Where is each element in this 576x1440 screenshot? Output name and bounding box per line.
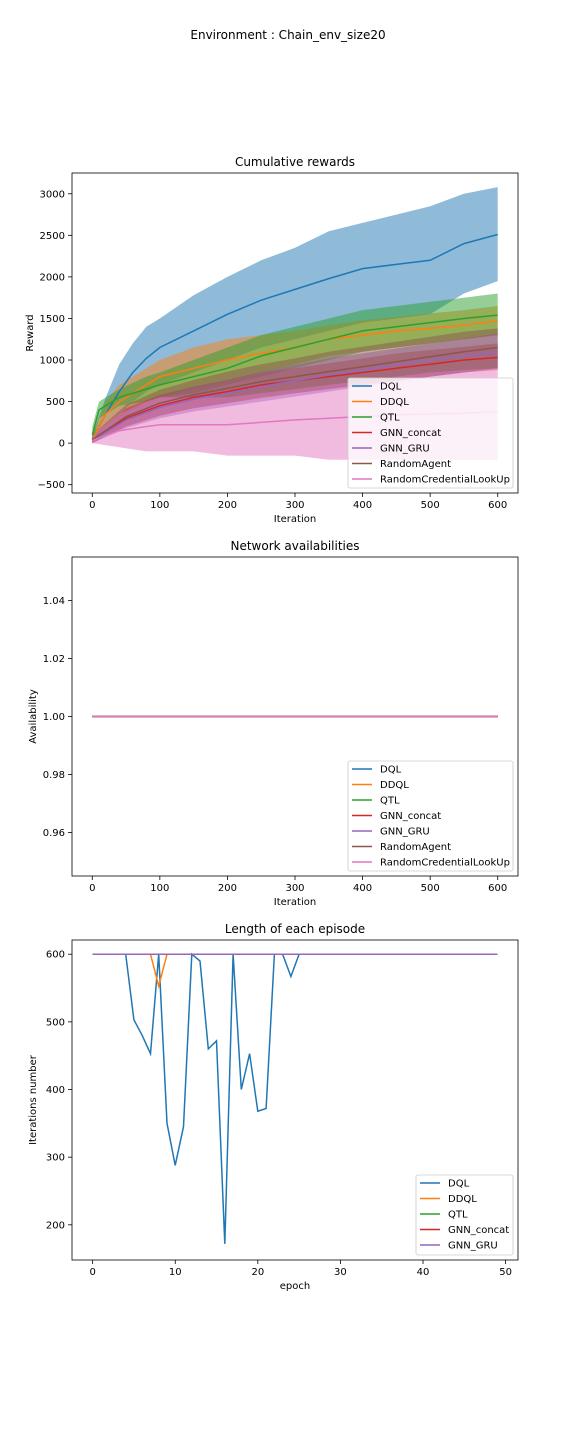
line-ddql	[91, 320, 498, 441]
legend-label-randomagent: RandomAgent	[380, 842, 451, 853]
y-tick-label: −500	[38, 480, 65, 491]
x-tick-label: 400	[353, 883, 372, 894]
legend-label-qtl: QTL	[380, 413, 400, 424]
legend-label-gnn-concat: GNN_concat	[448, 1225, 509, 1236]
legend-label-dql: DQL	[380, 765, 402, 776]
band-randomagent	[92, 328, 498, 444]
y-tick-label: 2500	[40, 231, 65, 242]
x-tick-label: 50	[499, 1267, 512, 1278]
legend-label-dql: DQL	[380, 382, 402, 393]
x-axis-label: epoch	[280, 1281, 310, 1292]
chart-title: Network availabilities	[230, 539, 359, 553]
band-dql	[92, 187, 498, 444]
x-tick-label: 300	[285, 883, 304, 894]
x-tick-label: 200	[218, 883, 237, 894]
legend-label-qtl: QTL	[380, 796, 400, 807]
x-tick-label: 500	[421, 883, 440, 894]
y-tick-label: 200	[46, 1220, 65, 1231]
x-tick-label: 600	[488, 883, 507, 894]
y-tick-label: 0.98	[43, 770, 65, 781]
x-tick-label: 600	[488, 500, 507, 511]
legend-label-randomagent: RandomAgent	[380, 459, 451, 470]
legend-label-gnn-gru: GNN_GRU	[380, 444, 430, 455]
line-dql	[91, 233, 498, 440]
x-tick-label: 40	[417, 1267, 430, 1278]
legend-label-gnn-concat: GNN_concat	[380, 811, 441, 822]
legend-label-ddql: DDQL	[380, 397, 409, 408]
plot-area	[91, 187, 498, 460]
y-tick-label: 0.96	[43, 828, 65, 839]
chart-3: Length of each episode 0 10 20 30 40 50 200 300 4…	[28, 922, 519, 1292]
x-tick-label: 200	[218, 500, 237, 511]
x-tick-label: 30	[334, 1267, 347, 1278]
line-gnn-gru	[91, 350, 498, 442]
legend-label-randomcredentiallookup: RandomCredentialLookUp	[380, 858, 510, 869]
y-tick-label: 1000	[40, 356, 65, 367]
legend: DQL DDQL QTL GNN_concat GNN_GRU	[415, 1174, 514, 1256]
line-qtl	[91, 314, 498, 435]
legend-label-gnn-concat: GNN_concat	[380, 428, 441, 439]
y-tick-label: 3000	[40, 189, 65, 200]
legend: DQL DDQL QTL GNN_concat GNN_GRU RandomAgent Ra…	[347, 760, 514, 872]
x-tick-label: 100	[150, 883, 169, 894]
y-tick-label: 1.04	[43, 596, 65, 607]
chart-title: Cumulative rewards	[235, 155, 355, 169]
y-tick-label: 600	[46, 950, 65, 961]
y-tick-label: 400	[46, 1085, 65, 1096]
x-tick-label: 0	[89, 1267, 95, 1278]
x-tick-label: 300	[285, 500, 304, 511]
legend-label-dql: DQL	[448, 1179, 470, 1190]
x-tick-label: 10	[169, 1267, 182, 1278]
figure-suptitle: Environment : Chain_env_size20	[190, 28, 386, 42]
legend-label-randomcredentiallookup: RandomCredentialLookUp	[380, 475, 510, 486]
y-axis-label: Reward	[25, 314, 36, 351]
x-tick-label: 500	[421, 500, 440, 511]
legend-label-gnn-gru: GNN_GRU	[448, 1241, 498, 1252]
chart-2: Network availabilities 0 100 200 300 400 500 60…	[28, 539, 519, 908]
y-tick-label: 0	[59, 439, 65, 450]
y-tick-label: 500	[46, 1017, 65, 1028]
plot-area	[92, 952, 498, 1244]
x-tick-label: 0	[89, 500, 95, 511]
x-tick-label: 0	[89, 883, 95, 894]
x-axis-label: Iteration	[274, 897, 316, 908]
line-randomagent	[91, 346, 498, 441]
x-tick-label: 400	[353, 500, 372, 511]
x-tick-label: 100	[150, 500, 169, 511]
x-tick-label: 20	[251, 1267, 264, 1278]
line-ddql	[92, 953, 498, 989]
y-axis-label: Availability	[28, 689, 39, 744]
y-tick-label: 2000	[40, 272, 65, 283]
legend-label-qtl: QTL	[448, 1210, 468, 1221]
y-axis-label: Iterations number	[28, 1054, 39, 1145]
x-axis-label: Iteration	[274, 514, 316, 525]
axes-frame	[71, 939, 519, 1261]
legend-label-ddql: DDQL	[380, 780, 409, 791]
legend-label-gnn-gru: GNN_GRU	[380, 827, 430, 838]
legend-label-ddql: DDQL	[448, 1194, 477, 1205]
legend: DQL DDQL QTL GNN_concat GNN_GRU RandomAgent Ra…	[347, 377, 514, 489]
y-tick-label: 1.02	[43, 654, 65, 665]
y-tick-label: 1.00	[43, 712, 65, 723]
chart-title: Length of each episode	[225, 922, 365, 936]
y-tick-label: 500	[46, 397, 65, 408]
chart-1: Cumulative rewards 0 100 200 300 400 500 600 −50…	[25, 155, 519, 525]
y-tick-label: 300	[46, 1153, 65, 1164]
y-tick-label: 1500	[40, 314, 65, 325]
